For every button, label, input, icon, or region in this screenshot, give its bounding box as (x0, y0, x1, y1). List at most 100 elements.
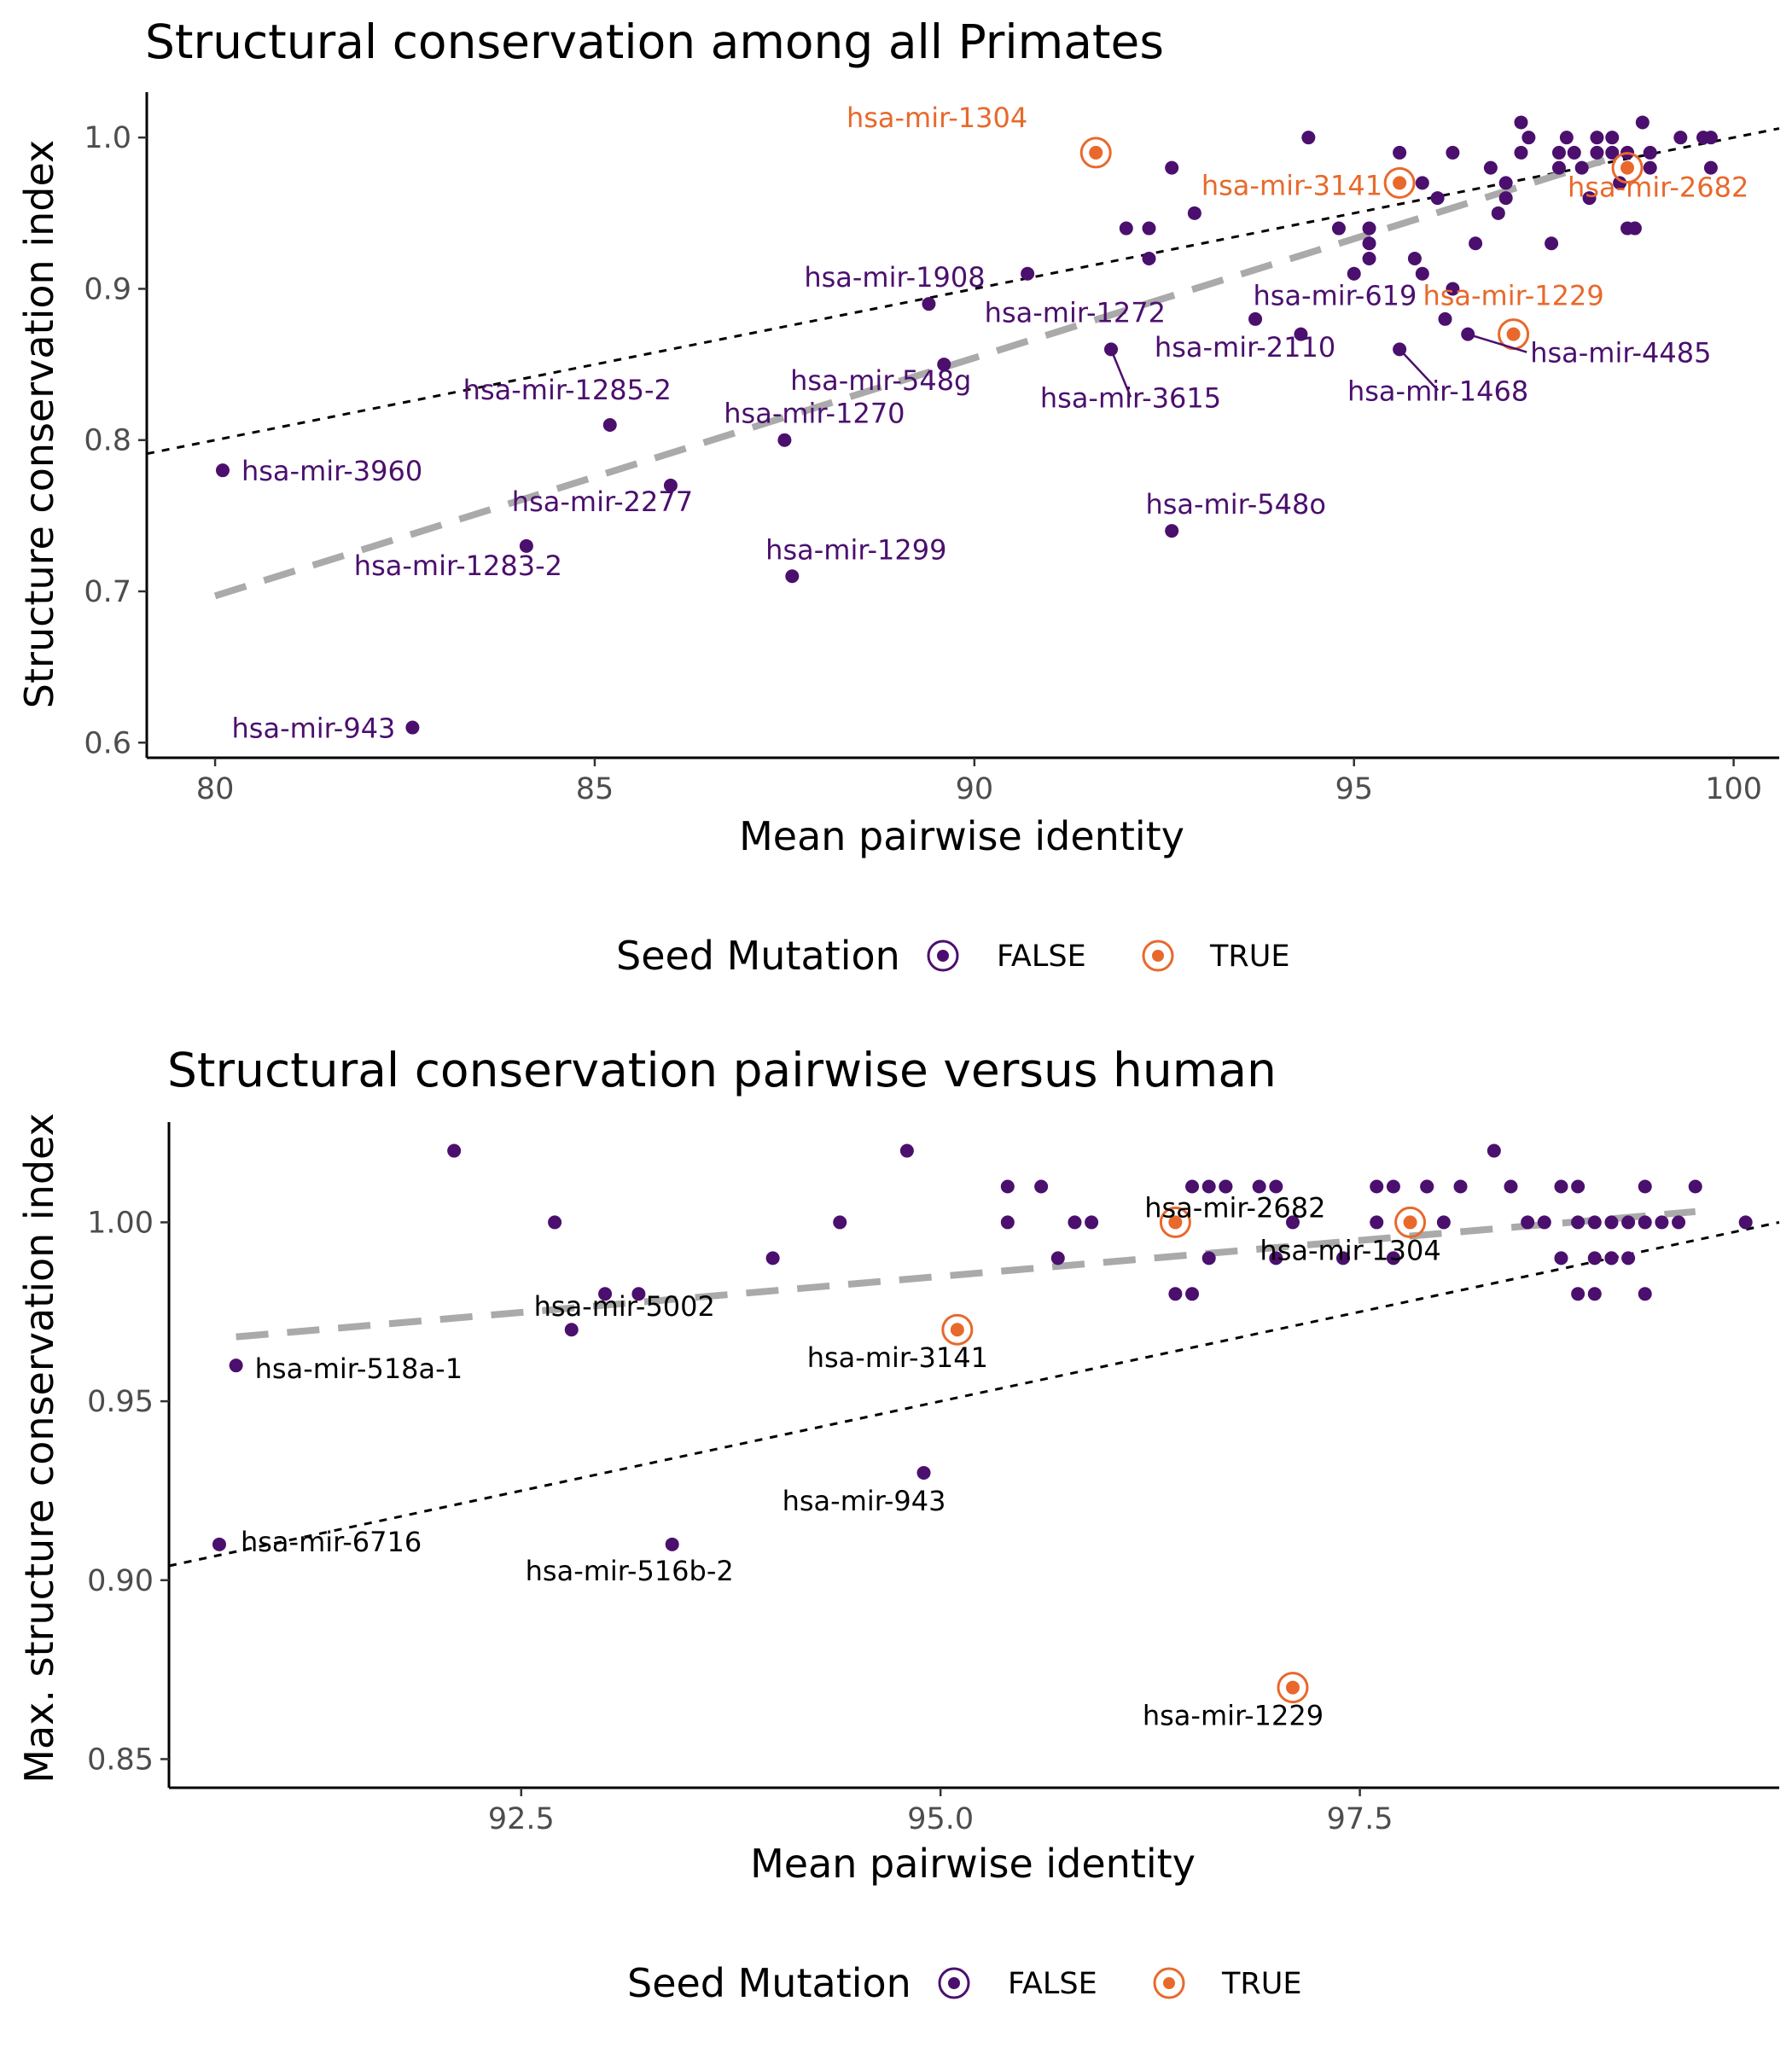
panel2-point-false (765, 1251, 780, 1265)
panel1-x-tick-label: 80 (196, 772, 235, 806)
panel1-point-label: hsa-mir-2682 (1568, 172, 1748, 204)
panel2-point-false (1085, 1215, 1099, 1230)
panel1-point-false (1446, 145, 1460, 160)
panel2-x-tick-label: 97.5 (1327, 1802, 1393, 1836)
panel1-label-leader (1109, 348, 1132, 398)
panel1-label-leader (1399, 348, 1440, 392)
panel2-point-false (1571, 1179, 1585, 1194)
panel1-point-false (1498, 191, 1513, 206)
panel1-x-tick-label: 100 (1705, 772, 1762, 806)
panel1-point-false (1521, 131, 1536, 145)
panel2-point-false (1201, 1251, 1216, 1265)
panel1-point-false (405, 720, 420, 735)
panel2-point-false (1688, 1179, 1702, 1194)
panel1-y-axis-title: Structure conservation index (16, 140, 62, 708)
legend1-true-dot (1152, 950, 1164, 962)
panel2-point-false (1185, 1179, 1200, 1194)
panel1-point-label: hsa-mir-1270 (724, 398, 905, 430)
panel1-title: Structural conservation among all Primat… (145, 15, 1164, 69)
panel2-point-false (1554, 1179, 1568, 1194)
panel2-title: Structural conservation pairwise versus … (167, 1043, 1277, 1097)
panel2-point-false (1638, 1215, 1652, 1230)
panel1-point-false (937, 358, 951, 372)
panel2-point-false (631, 1287, 646, 1301)
panel2-point-false (1420, 1179, 1434, 1194)
panel2-plot-area: 92.5 95.0 97.5 0.85 0.90 0.95 1.00 hsa-mir-518a… (87, 1122, 1780, 1836)
panel1-plot-area: 80 85 90 95 100 0.6 0.7 0.8 0.9 1.0 hsa-mir-1304 hs… (84, 92, 1780, 806)
legend2-false-label: FALSE (1008, 1967, 1097, 2001)
panel1-point-false (777, 433, 792, 447)
panel1-point-false (215, 463, 230, 478)
panel1-point-label: hsa-mir-1285-2 (463, 374, 672, 406)
panel2-point-false (1370, 1215, 1384, 1230)
panel1-point-true (1620, 160, 1635, 175)
panel1-point-false (1142, 252, 1156, 265)
panel2-legend: Seed Mutation FALSE TRUE (627, 1960, 1301, 2006)
panel2-point-true-ring (941, 1313, 974, 1346)
panel2-x-tick-label: 92.5 (488, 1802, 555, 1836)
panel2-point-false (1638, 1287, 1652, 1301)
legend1-false-dot (937, 950, 949, 962)
legend2-true-dot (1163, 1977, 1175, 1989)
panel1-point-label: hsa-mir-1229 (1423, 280, 1603, 312)
panel-human: Structural conservation pairwise versus … (16, 1043, 1780, 2006)
panel1-point-false (1415, 266, 1429, 281)
panel1-point-false (1407, 252, 1422, 265)
panel1-point-false (1021, 266, 1035, 281)
panel2-point-false (1621, 1251, 1636, 1265)
legend1-false-label: FALSE (997, 940, 1086, 974)
panel1-point-false (1438, 311, 1452, 326)
panel2-point-false (1185, 1287, 1200, 1301)
panel2-x-axis-title: Mean pairwise identity (750, 1841, 1196, 1887)
panel1-y-tick-label: 0.8 (84, 424, 131, 458)
panel2-point-false (1285, 1215, 1300, 1230)
panel2-point-false (1621, 1215, 1636, 1230)
panel1-point-false (1643, 160, 1657, 175)
panel2-trend-line (236, 1207, 1696, 1341)
panel2-x-tick-label: 95.0 (907, 1802, 974, 1836)
panel2-point-false (665, 1537, 679, 1551)
panel1-point-false (663, 478, 678, 492)
panel2-point-label: hsa-mir-518a-1 (255, 1353, 463, 1385)
panel1-y-tick-label: 0.9 (84, 272, 131, 306)
panel1-point-label: hsa-mir-3960 (241, 455, 422, 487)
panel1-point-label: hsa-mir-3615 (1040, 381, 1221, 414)
panel1-point-false (519, 538, 533, 553)
panel2-point-false (1034, 1179, 1049, 1194)
panel2-point-false (1537, 1215, 1551, 1230)
panel1-point-false (922, 297, 936, 311)
panel2-point-true (1168, 1215, 1183, 1230)
panel1-point-false (1574, 160, 1589, 175)
panel2-y-tick-label: 0.85 (87, 1743, 154, 1777)
panel2-point-true-ring (1277, 1672, 1309, 1704)
panel2-point-false (212, 1537, 226, 1551)
panel1-x-tick-label: 85 (576, 772, 614, 806)
panel2-y-tick-label: 0.95 (87, 1385, 154, 1419)
panel1-point-false (1703, 160, 1718, 175)
panel2-point-false (1521, 1215, 1535, 1230)
panel2-point-false (1436, 1215, 1451, 1230)
panel1-point-false (1469, 236, 1483, 251)
panel1-y-tick-label: 0.7 (84, 575, 131, 609)
panel1-y-tick-label: 1.0 (84, 121, 131, 155)
panel1-legend-title: Seed Mutation (616, 933, 900, 979)
panel1-point-true-ring (1383, 166, 1416, 199)
panel2-point-label: hsa-mir-3141 (807, 1341, 988, 1374)
legend1-false-ring (927, 940, 959, 972)
panel1-point-label: hsa-mir-619 (1253, 280, 1417, 312)
panel2-point-false (1335, 1251, 1350, 1265)
legend2-true-ring (1153, 1967, 1185, 1999)
panel2-point-false (1604, 1251, 1619, 1265)
panel1-trend-line (213, 156, 1606, 600)
panel1-point-false (1142, 221, 1156, 236)
panel2-point-false (1587, 1251, 1602, 1265)
panel1-point-false (1248, 311, 1263, 326)
panel2-point-false (229, 1359, 243, 1373)
panel2-point-false (1000, 1179, 1015, 1194)
panel1-point-false (1514, 145, 1528, 160)
panel2-point-true (1403, 1215, 1417, 1230)
panel2-point-false (916, 1465, 931, 1480)
panel2-point-false (1201, 1179, 1216, 1194)
panel2-point-true (950, 1323, 964, 1337)
